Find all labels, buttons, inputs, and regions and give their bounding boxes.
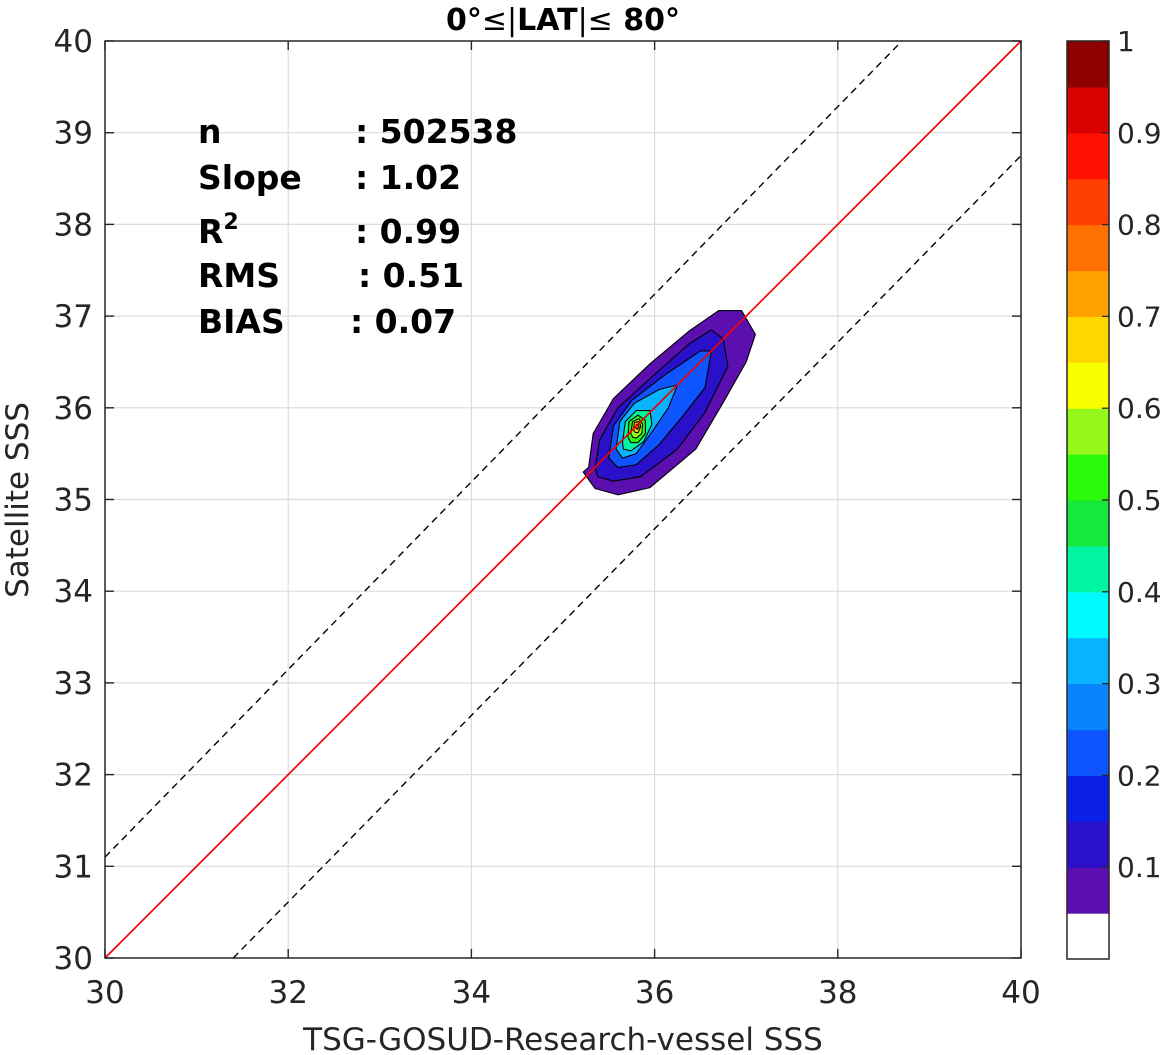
title-prefix: 0° xyxy=(446,3,482,38)
colorbar-segment xyxy=(1067,500,1109,547)
y-tick-label: 31 xyxy=(54,849,93,885)
stat-n-label: n xyxy=(198,112,222,151)
y-tick-label: 39 xyxy=(54,116,93,152)
y-tick-label: 33 xyxy=(54,666,93,702)
colorbar-segment xyxy=(1067,178,1109,226)
stats-annotation: n : 502538 Slope : 1.02 R2 : 0.99 RMS : … xyxy=(198,112,517,341)
stat-rms-value: : 0.51 xyxy=(358,256,464,295)
stat-bias-value: : 0.07 xyxy=(350,302,456,341)
reference-lines xyxy=(104,40,1022,959)
colorbar-segment xyxy=(1067,591,1109,639)
stat-r2-label: R2 xyxy=(198,210,239,251)
y-tick-labels: 30 31 32 33 34 35 36 37 38 39 40 xyxy=(54,24,93,977)
y-tick-label: 30 xyxy=(54,941,93,977)
colorbar-tick-label: 0.7 xyxy=(1117,300,1162,333)
colorbar-segment xyxy=(1067,316,1109,363)
colorbar-tick-label: 0.2 xyxy=(1117,759,1162,792)
stat-r2-value: : 0.99 xyxy=(355,212,461,251)
stat-slope-value: : 1.02 xyxy=(355,158,461,197)
x-tick-label: 40 xyxy=(1001,975,1040,1011)
title-lat: LAT xyxy=(517,3,578,38)
colorbar-tick-label: 0.1 xyxy=(1117,851,1162,884)
colorbar-segment xyxy=(1067,913,1109,960)
colorbar-segment xyxy=(1067,41,1109,88)
colorbar-tick-label: 0.9 xyxy=(1117,117,1162,150)
grid xyxy=(105,41,1021,958)
axis-ticks xyxy=(104,40,1022,959)
y-tick-label: 32 xyxy=(54,758,93,794)
colorbar-segment xyxy=(1067,132,1109,180)
stat-bias-label: BIAS xyxy=(198,302,285,341)
colorbar-tick-label: 0.8 xyxy=(1117,209,1162,242)
stat-slope-label: Slope xyxy=(198,158,302,197)
line-fit xyxy=(104,40,1022,959)
colorbar xyxy=(1067,41,1109,960)
colorbar-tick-label: 0.5 xyxy=(1117,484,1162,517)
colorbar-segment xyxy=(1067,867,1109,914)
line-lower-bound xyxy=(232,155,1022,959)
stat-rms-label: RMS xyxy=(198,256,280,295)
colorbar-segment xyxy=(1067,545,1109,593)
colorbar-tick-label: 0.4 xyxy=(1117,576,1162,609)
y-tick-label: 40 xyxy=(54,24,93,60)
colorbar-segment xyxy=(1067,362,1109,409)
x-tick-label: 34 xyxy=(452,975,491,1011)
colorbar-tick-labels: 0.1 0.2 0.3 0.4 0.5 0.6 0.7 0.8 0.9 1 xyxy=(1102,25,1162,884)
stat-n-value: : 502538 xyxy=(355,112,517,151)
colorbar-segment xyxy=(1067,821,1109,868)
y-tick-label: 38 xyxy=(54,207,93,243)
x-tick-label: 32 xyxy=(268,975,307,1011)
title-le-symbol-right: |≤ xyxy=(578,3,613,38)
x-tick-labels: 30 32 34 36 38 40 xyxy=(85,975,1040,1011)
x-axis-label: TSG-GOSUD-Research-vessel SSS xyxy=(302,1022,823,1055)
y-tick-label: 34 xyxy=(54,574,93,610)
colorbar-segment xyxy=(1067,683,1109,731)
x-tick-label: 38 xyxy=(818,975,857,1011)
y-tick-label: 36 xyxy=(54,391,93,427)
title-le-symbol-left: ≤| xyxy=(482,3,517,38)
x-tick-label: 30 xyxy=(85,975,124,1011)
title-suffix: 80° xyxy=(613,3,680,38)
colorbar-segment xyxy=(1067,775,1109,822)
colorbar-segment xyxy=(1067,224,1109,272)
line-upper-bound xyxy=(104,40,903,858)
colorbar-segment xyxy=(1067,637,1109,685)
stat-r2-superscript: 2 xyxy=(223,210,238,235)
colorbar-segment xyxy=(1067,729,1109,776)
y-axis-label: Satellite SSS xyxy=(0,402,36,598)
x-tick-label: 36 xyxy=(635,975,674,1011)
colorbar-segment xyxy=(1067,408,1109,455)
colorbar-segment xyxy=(1067,86,1109,134)
colorbar-segment xyxy=(1067,454,1109,501)
colorbar-tick-label: 0.3 xyxy=(1117,668,1162,701)
colorbar-tick-label: 1 xyxy=(1117,25,1135,58)
y-tick-label: 37 xyxy=(54,299,93,335)
colorbar-tick-label: 0.6 xyxy=(1117,392,1162,425)
colorbar-segment xyxy=(1067,270,1109,317)
y-tick-label: 35 xyxy=(54,483,93,519)
stat-r2-letter: R xyxy=(198,212,223,251)
chart-title: 0°≤|LAT|≤ 80° xyxy=(446,3,680,38)
